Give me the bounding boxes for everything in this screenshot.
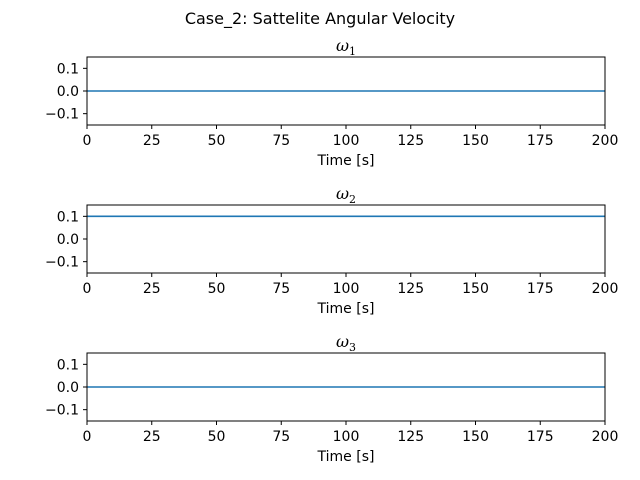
y-tick-label: −0.1: [45, 255, 79, 271]
x-tick-label: 175: [527, 133, 554, 149]
figure-suptitle: Case_2: Sattelite Angular Velocity: [185, 9, 455, 29]
y-tick-label: −0.1: [45, 107, 79, 123]
x-tick-label: 200: [592, 429, 619, 445]
y-tick-label: 0.1: [57, 357, 79, 373]
x-tick-label: 25: [143, 429, 161, 445]
x-axis-label: Time [s]: [317, 449, 375, 465]
y-tick-label: 0.0: [57, 380, 79, 396]
x-tick-label: 100: [333, 429, 360, 445]
subplot-2: ω2 0 25 50 75 100 125 150 175 200 −0.1 0.0 0.1 Time […: [45, 184, 618, 317]
x-tick-label: 175: [527, 281, 554, 297]
x-tick-label: 25: [143, 281, 161, 297]
subplot-1: ω1 0 25 50 75 100 125 150 175 200 −0.1 0.0 0.1 Time […: [45, 36, 618, 169]
x-tick-label: 150: [462, 281, 489, 297]
x-tick-label: 125: [397, 429, 424, 445]
x-tick-label: 175: [527, 429, 554, 445]
x-tick-label: 25: [143, 133, 161, 149]
x-tick-label: 75: [272, 429, 290, 445]
x-tick-label: 150: [462, 429, 489, 445]
x-tick-label: 0: [83, 429, 92, 445]
y-tick-label: −0.1: [45, 403, 79, 419]
x-tick-label: 125: [397, 281, 424, 297]
x-tick-label: 100: [333, 133, 360, 149]
y-tick-label: 0.0: [57, 232, 79, 248]
axes-container: ω1 0 25 50 75 100 125 150 175 200 −0.1 0.0 0.1 Time […: [45, 36, 618, 465]
x-tick-label: 125: [397, 133, 424, 149]
x-tick-label: 75: [272, 133, 290, 149]
x-tick-label: 50: [208, 429, 226, 445]
y-tick-label: 0.1: [57, 61, 79, 77]
x-tick-label: 150: [462, 133, 489, 149]
subplot-title: ω3: [336, 332, 356, 354]
x-axis-label: Time [s]: [317, 301, 375, 317]
y-tick-label: 0.0: [57, 84, 79, 100]
x-tick-label: 50: [208, 133, 226, 149]
x-tick-label: 100: [333, 281, 360, 297]
subplot-title: ω2: [336, 184, 356, 206]
subplot-title: ω1: [336, 36, 356, 58]
x-tick-label: 75: [272, 281, 290, 297]
subplot-3: ω3 0 25 50 75 100 125 150 175 200 −0.1 0.0 0.1 Time […: [45, 332, 618, 465]
x-tick-label: 200: [592, 281, 619, 297]
x-tick-label: 50: [208, 281, 226, 297]
x-tick-label: 0: [83, 133, 92, 149]
x-tick-label: 200: [592, 133, 619, 149]
y-tick-label: 0.1: [57, 209, 79, 225]
x-axis-label: Time [s]: [317, 153, 375, 169]
x-tick-label: 0: [83, 281, 92, 297]
